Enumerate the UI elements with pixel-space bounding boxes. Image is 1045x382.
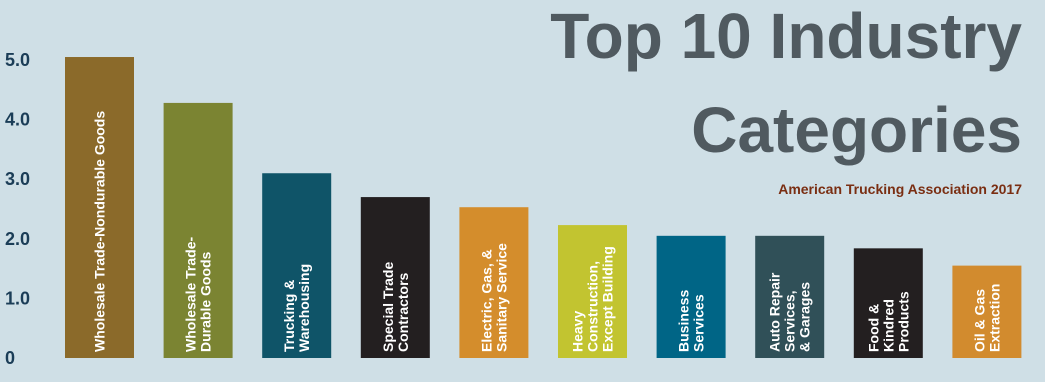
bar-label-line: Trucking & [281,280,297,352]
bar-label: Special Trade Contractors [380,262,411,352]
bar-label-line: Contractors [395,272,411,352]
y-tick-label: 1.0 [5,288,30,308]
bar-label-line: Business [676,290,692,352]
bar-label-line: Auto Repair [767,272,783,352]
bar [558,225,627,358]
bar-label-line: Special Trade [380,262,396,352]
bar-label-line: Oil & Gas [971,289,987,352]
bar-label: Wholesale Trade-Nondurable Goods [92,111,108,352]
bar-label-line: Wholesale Trade- [183,237,199,352]
bar-label: Trucking & Warehousing [281,264,312,352]
bar [656,235,726,358]
bar-label-line: Services [691,294,707,352]
bar [262,173,332,358]
bar-label-line: Warehousing [296,264,312,352]
bar-label-line: Food & [865,304,881,352]
bar-label: Business Services [676,290,707,352]
y-tick-label: 0 [5,348,15,368]
chart-title-line-2: Categories [691,94,1022,166]
bar [952,265,1022,358]
bar-label-line: Services, [782,291,798,353]
bar-label-line: Electric, Gas, & [478,249,494,352]
bar-label: Auto Repair Services, & Garages [767,272,813,352]
bar-label: Electric, Gas, & Sanitary Service [478,243,509,352]
bar [459,207,529,358]
bar-label-line: Sanitary Service [493,243,509,352]
y-axis: 0 1.0 2.0 3.0 4.0 5.0 [5,50,30,368]
bar [853,248,923,358]
bar-label-line: Heavy [570,311,586,352]
bar-label: Heavy Construction, Except Building [570,246,616,352]
bar [163,102,233,358]
y-tick-label: 3.0 [5,169,30,189]
chart-title-line-1: Top 10 Industry [550,0,1022,72]
bar-label-line: Products [895,291,911,352]
bar-label: Food & Kindred Products [865,291,911,352]
y-tick-label: 5.0 [5,50,30,70]
bar-label: Wholesale Trade- Durable Goods [183,237,214,352]
bar-label: Oil & Gas Extraction [971,284,1002,352]
bar-labels: Wholesale Trade-Nondurable Goods Wholesal… [92,111,1003,352]
bars [65,57,1022,359]
bar-label-line: Durable Goods [198,251,214,352]
bar-label-line: Kindred [880,299,896,352]
y-tick-label: 2.0 [5,229,30,249]
bar [755,235,825,358]
bar [360,197,430,358]
bar-label-line: Construction, [585,261,601,352]
bar-label-line: Extraction [986,284,1002,352]
y-tick-label: 4.0 [5,110,30,130]
bar [65,57,134,359]
bar-label-line: Wholesale Trade-Nondurable Goods [92,111,108,352]
bar-label-line: & Garages [797,282,813,352]
bar-label-line: Except Building [600,246,616,352]
chart-title: Top 10 Industry Categories [550,0,1022,166]
chart-subtitle: American Trucking Association 2017 [778,181,1022,197]
